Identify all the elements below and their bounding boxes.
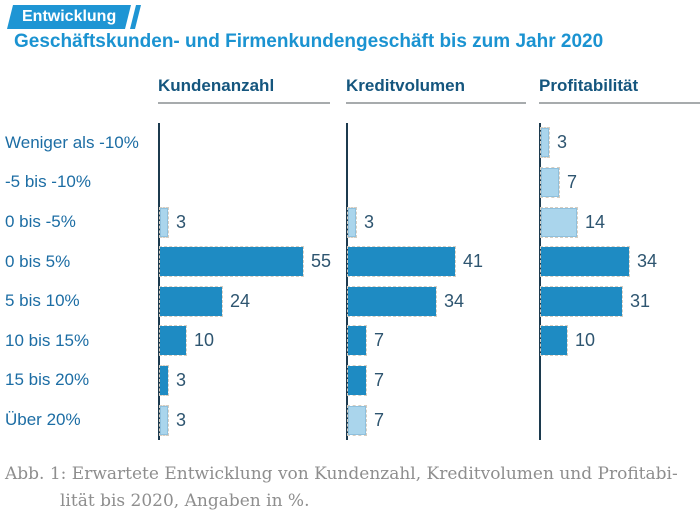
category-axis-labels: Weniger als -10% -5 bis -10% 0 bis -5% 0 bi…: [5, 123, 155, 440]
bar-row: 10: [540, 321, 700, 361]
bar-value-label: 34: [444, 290, 465, 311]
category-label: -5 bis -10%: [5, 172, 91, 192]
bar: [540, 325, 568, 357]
bar-value-label: 3: [176, 211, 187, 232]
bar-value-label: 7: [374, 369, 385, 390]
bar-row: 7: [540, 163, 700, 203]
category-label: 10 bis 15%: [5, 330, 90, 350]
bar-row: [348, 163, 528, 203]
caption-line-2: lität bis 2020, Angaben in %.: [60, 491, 310, 511]
column-header-kreditvolumen: Kreditvolumen: [346, 76, 466, 95]
bar-row: 24: [159, 281, 332, 321]
bar-row: [160, 123, 332, 163]
bar: [540, 206, 578, 238]
panel-kreditvolumen: 3 41 34 7 7 7: [346, 123, 528, 440]
category-label: 15 bis 20%: [5, 370, 90, 390]
bar-row: 3: [347, 202, 528, 242]
bar-value-label: 24: [230, 290, 251, 311]
bar-value-label: 3: [557, 132, 568, 153]
bar: [347, 364, 367, 396]
bar: [347, 206, 357, 238]
bar-row: [160, 163, 332, 203]
bar-value-label: 31: [630, 290, 651, 311]
column-header-kundenanzahl: Kundenanzahl: [158, 76, 275, 95]
column-header-underline: [539, 102, 700, 104]
bar-value-label: 34: [637, 251, 658, 272]
bar-value-label: 55: [311, 251, 332, 272]
bar-row: 7: [347, 321, 528, 361]
bar: [159, 206, 169, 238]
bar-value-label: 7: [374, 409, 385, 430]
bar: [540, 127, 550, 159]
category-label: 0 bis -5%: [5, 212, 76, 232]
bar-row: [541, 400, 700, 440]
figure-caption: Abb. 1: Erwartete Entwicklung von Kunden…: [5, 461, 700, 515]
bar-value-label: 3: [364, 211, 375, 232]
bar-value-label: 3: [176, 369, 187, 390]
category-label: 0 bis 5%: [5, 251, 71, 271]
bar-row: 3: [159, 400, 332, 440]
bar: [347, 285, 437, 317]
bar-row: 7: [347, 361, 528, 401]
bar-row: 3: [540, 123, 700, 163]
bar-row: 31: [540, 281, 700, 321]
bar: [540, 166, 560, 198]
column-header-underline: [346, 102, 526, 104]
bar-row: 41: [347, 242, 528, 282]
bar: [159, 364, 169, 396]
bar: [347, 246, 456, 278]
tag-slash-stripe: [130, 5, 142, 29]
bar-value-label: 14: [585, 211, 606, 232]
category-label: Weniger als -10%: [5, 132, 139, 152]
column-header-profitabilit-t: Profitabilität: [539, 76, 639, 95]
bar-row: 34: [347, 281, 528, 321]
bar: [159, 404, 169, 436]
bar-value-label: 7: [374, 330, 385, 351]
panel-kundenanzahl: 3 55 24 10 3 3: [158, 123, 332, 440]
bar-row: [541, 361, 700, 401]
category-label: Über 20%: [5, 410, 81, 430]
bar-value-label: 7: [567, 171, 578, 192]
bar-row: 7: [347, 400, 528, 440]
category-label: 5 bis 10%: [5, 291, 80, 311]
caption-line-1: Abb. 1: Erwartete Entwicklung von Kunden…: [5, 464, 678, 484]
bar-value-label: 3: [176, 409, 187, 430]
bar: [159, 325, 187, 357]
section-tag-label: Entwicklung: [22, 8, 117, 25]
bar-row: 55: [159, 242, 332, 282]
bar-row: [348, 123, 528, 163]
bar: [540, 246, 630, 278]
bar-row: 34: [540, 242, 700, 282]
bar-row: 14: [540, 202, 700, 242]
bar-value-label: 10: [575, 330, 596, 351]
bar-row: 3: [159, 202, 332, 242]
panel-profitabilit-t: 3 7 14 34 31 10: [539, 123, 700, 440]
bar: [159, 285, 223, 317]
bar: [347, 325, 367, 357]
bar: [159, 246, 304, 278]
bar-row: 3: [159, 361, 332, 401]
section-tag: Entwicklung: [7, 5, 142, 29]
column-header-underline: [158, 102, 330, 104]
bar-value-label: 10: [194, 330, 215, 351]
bar: [540, 285, 623, 317]
chart-title: Geschäftskunden- und Firmenkundengeschäf…: [14, 31, 604, 52]
bar: [347, 404, 367, 436]
bar-row: 10: [159, 321, 332, 361]
bar-value-label: 41: [463, 251, 484, 272]
